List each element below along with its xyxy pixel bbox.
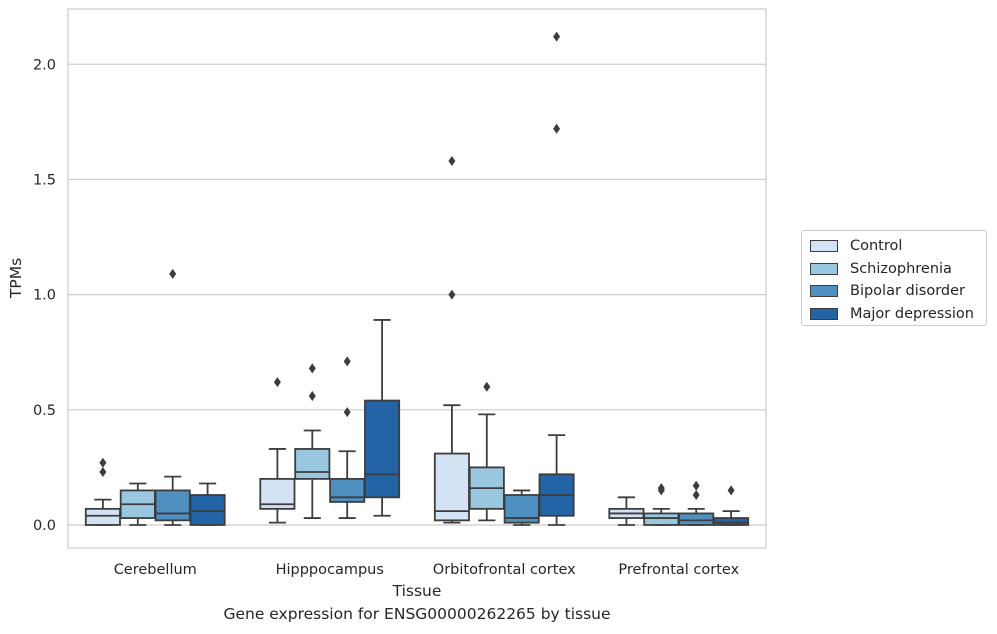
- x-tick-label: Cerebellum: [114, 562, 197, 578]
- outlier-point: [553, 123, 561, 134]
- box-iqr: [643, 512, 680, 526]
- box-bipolar-disorder: [503, 489, 540, 526]
- box-control: [84, 457, 121, 526]
- y-tick-label: 0.5: [33, 403, 56, 419]
- outlier-point: [99, 457, 107, 468]
- box-iqr: [154, 489, 191, 522]
- outlier-point: [448, 289, 456, 300]
- box-major-depression: [364, 319, 401, 517]
- box-iqr: [84, 507, 121, 526]
- legend-item: Schizophrenia: [810, 258, 978, 281]
- box-major-depression: [538, 31, 575, 526]
- outlier-point: [308, 390, 316, 401]
- x-tick-label: Orbitofrontal cortex: [433, 562, 576, 578]
- y-tick-label: 1.0: [33, 288, 56, 304]
- box-control: [259, 377, 296, 524]
- box-schizophrenia: [294, 363, 331, 519]
- y-tick-label: 1.5: [33, 172, 56, 188]
- box-iqr: [678, 512, 715, 526]
- y-tick-label: 2.0: [33, 57, 56, 73]
- y-gridlines: [68, 63, 766, 526]
- y-tick-label: 0.0: [33, 518, 56, 534]
- outlier-point: [692, 480, 700, 491]
- box-iqr: [294, 448, 331, 480]
- x-tick-labels: Cerebellum Hipppocampus Orbitofrontal cort…: [114, 562, 740, 578]
- legend-label: Control: [850, 238, 903, 255]
- legend-swatch: [810, 262, 838, 275]
- box-bipolar-disorder: [154, 268, 191, 526]
- legend: Control Schizophrenia Bipolar disorder Majo…: [801, 230, 987, 326]
- outlier-point: [343, 356, 351, 367]
- plot-frame: [67, 8, 767, 549]
- box-major-depression: [713, 485, 750, 526]
- box-iqr: [364, 399, 401, 499]
- box-iqr: [329, 477, 366, 503]
- box-iqr: [189, 494, 226, 526]
- box-bipolar-disorder: [329, 356, 366, 519]
- box-groups: [84, 31, 750, 526]
- outlier-point: [273, 377, 281, 388]
- outlier-point: [308, 363, 316, 374]
- box-major-depression: [189, 482, 226, 526]
- x-tick-label: Hipppocampus: [276, 562, 384, 578]
- legend-swatch: [810, 240, 838, 253]
- legend-label: Schizophrenia: [850, 260, 952, 277]
- x-axis-label: Tissue: [392, 582, 442, 600]
- outlier-point: [169, 268, 177, 279]
- legend-item: Bipolar disorder: [810, 280, 978, 303]
- outlier-point: [483, 381, 491, 392]
- outlier-point: [343, 407, 351, 418]
- chart-caption: Gene expression for ENSG00000262265 by t…: [223, 605, 611, 623]
- x-tick-label: Prefrontal cortex: [618, 562, 739, 578]
- outlier-point: [727, 485, 735, 496]
- box-control: [433, 156, 470, 524]
- legend-label: Major depression: [850, 305, 974, 322]
- outlier-point: [657, 483, 665, 494]
- outlier-point: [692, 490, 700, 501]
- box-schizophrenia: [468, 381, 505, 522]
- legend-swatch: [810, 307, 838, 320]
- box-iqr: [433, 452, 470, 522]
- box-iqr: [713, 517, 750, 526]
- y-tick-labels: 0.0 0.5 1.0 1.5 2.0: [33, 57, 56, 534]
- box-schizophrenia: [119, 482, 156, 526]
- box-control: [608, 496, 645, 526]
- box-schizophrenia: [643, 483, 680, 526]
- outlier-point: [553, 31, 561, 42]
- outlier-point: [99, 466, 107, 477]
- box-bipolar-disorder: [678, 480, 715, 526]
- legend-label: Bipolar disorder: [850, 283, 965, 300]
- outlier-point: [448, 156, 456, 167]
- y-axis-label: TPMs: [7, 258, 25, 299]
- legend-swatch: [810, 285, 838, 298]
- legend-item: Major depression: [810, 303, 978, 326]
- legend-item: Control: [810, 235, 978, 258]
